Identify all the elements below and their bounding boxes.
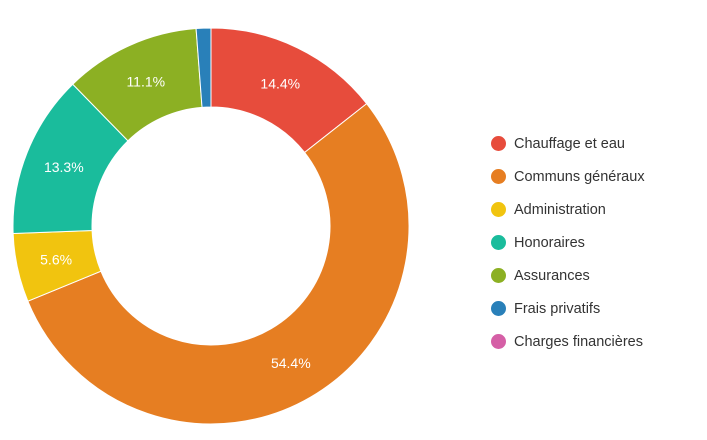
legend-item-chauffage-et-eau[interactable]: Chauffage et eau xyxy=(491,127,645,160)
legend-label: Communs généraux xyxy=(514,168,645,185)
legend-label: Charges financières xyxy=(514,333,643,350)
legend-item-assurances[interactable]: Assurances xyxy=(491,259,645,292)
legend-item-charges-financieres[interactable]: Charges financières xyxy=(491,325,645,358)
slice-label-honoraires: 13.3% xyxy=(44,159,84,175)
legend-swatch xyxy=(491,268,506,283)
legend-swatch xyxy=(491,334,506,349)
legend-swatch xyxy=(491,301,506,316)
legend: Chauffage et eau Communs généraux Admini… xyxy=(491,127,645,358)
legend-item-communs-generaux[interactable]: Communs généraux xyxy=(491,160,645,193)
legend-label: Assurances xyxy=(514,267,590,284)
legend-item-honoraires[interactable]: Honoraires xyxy=(491,226,645,259)
legend-swatch xyxy=(491,202,506,217)
legend-item-administration[interactable]: Administration xyxy=(491,193,645,226)
legend-swatch xyxy=(491,136,506,151)
legend-label: Chauffage et eau xyxy=(514,135,625,152)
legend-label: Honoraires xyxy=(514,234,585,251)
slice-communs-generaux[interactable] xyxy=(27,102,410,425)
slice-label-administration: 5.6% xyxy=(40,252,72,268)
legend-label: Administration xyxy=(514,201,606,218)
slice-label-assurances: 11.1% xyxy=(126,74,165,90)
legend-swatch xyxy=(491,169,506,184)
slice-label-communs-generaux: 54.4% xyxy=(271,355,311,371)
legend-item-frais-privatifs[interactable]: Frais privatifs xyxy=(491,292,645,325)
donut-chart: 14.4% 54.4% 5.6% 13.3% 11.1% xyxy=(12,27,410,425)
legend-label: Frais privatifs xyxy=(514,300,601,317)
legend-swatch xyxy=(491,235,506,250)
slice-label-chauffage-et-eau: 14.4% xyxy=(260,75,300,91)
slice-frais-privatifs[interactable] xyxy=(195,27,212,108)
